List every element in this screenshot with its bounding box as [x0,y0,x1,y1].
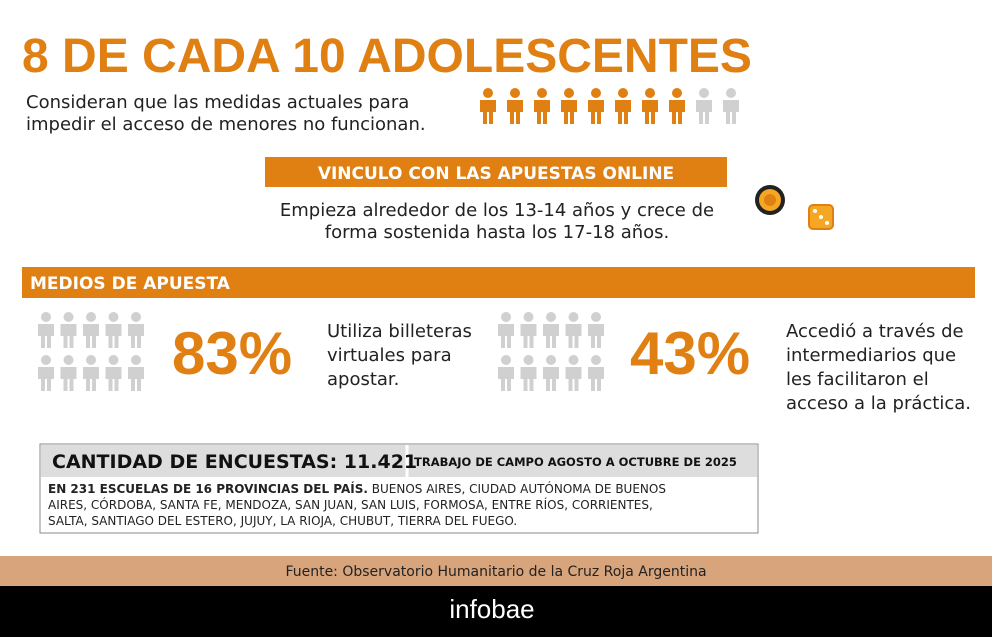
person-icon [60,355,77,391]
online-heading: VINCULO CON LAS APUESTAS ONLINE [318,164,674,184]
person-icon [669,88,685,124]
subtitle: impedir el acceso de menores no funciona… [26,114,426,135]
person-icon [642,88,658,124]
source: Fuente: Observatorio Humanitario de la C… [285,564,706,580]
title: 8 DE CADA 10 ADOLESCENTES [22,30,752,83]
stat: 43% Accedió a través de intermediarios q… [498,312,971,414]
person-icon [83,355,99,391]
stat-text: Accedió a través de [786,321,964,342]
stat-text: Utiliza billeteras [327,321,472,342]
person-icon [534,88,550,124]
dice-icon [808,204,834,230]
person-icon [128,355,144,391]
person-icon [696,88,712,124]
person-icon [565,312,582,348]
person-icon [588,88,604,124]
survey-count: CANTIDAD DE ENCUESTAS: 11.421 [52,451,417,473]
brand: infobae [449,594,534,624]
person-icon [507,88,523,124]
person-icon [520,312,537,348]
person-icon [561,88,577,124]
brand-band [0,586,992,637]
person-icon [105,355,122,391]
online-text: Empieza alrededor de los 13-14 años y cr… [280,200,714,221]
province-line: AIRES, CÓRDOBA, SANTA FE, MENDOZA, SAN J… [48,497,653,512]
person-icon [128,312,144,348]
survey-header [41,445,757,477]
person-icon [83,312,99,348]
person-icon [480,88,496,124]
top-pictogram [480,88,739,124]
chip-icon [755,185,785,215]
stat-percent: 43% [630,320,750,387]
person-icon [615,88,631,124]
person-icon [520,355,537,391]
person-icon [723,88,739,124]
person-icon [38,312,54,348]
medios-heading: MEDIOS DE APUESTA [30,274,231,294]
person-icon [498,312,514,348]
schools-lead: EN 231 ESCUELAS DE 16 PROVINCIAS DEL PAÍ… [48,481,368,496]
person-icon [498,355,514,391]
stat-text: apostar. [327,369,399,390]
medios-banner [22,267,975,298]
person-icon [60,312,77,348]
stat-text: virtuales para [327,345,452,366]
person-icon [588,355,604,391]
subtitle: Consideran que las medidas actuales para [26,92,409,113]
person-icon [588,312,604,348]
source-band [0,556,992,586]
person-icon [543,312,559,348]
survey-fieldwork: TRABAJO DE CAMPO AGOSTO A OCTUBRE DE 202… [414,455,737,469]
province-line: BUENOS AIRES, CIUDAD AUTÓNOMA DE BUENOS [372,481,666,496]
province-line: SALTA, SANTIAGO DEL ESTERO, JUJUY, LA RI… [48,514,517,528]
person-icon [565,355,582,391]
stat-text: acceso a la práctica. [786,393,971,414]
stat: 83% Utiliza billeteras virtuales para ap… [38,312,472,391]
online-text: forma sostenida hasta los 17-18 años. [325,222,670,243]
stat-percent: 83% [172,320,292,387]
person-icon [543,355,559,391]
stat-text: intermediarios que [786,345,956,366]
online-banner [265,157,727,187]
person-icon [38,355,54,391]
stat-text: les facilitaron el [786,369,929,390]
survey-schools: EN 231 ESCUELAS DE 16 PROVINCIAS DEL PAÍ… [48,481,666,496]
person-icon [105,312,122,348]
